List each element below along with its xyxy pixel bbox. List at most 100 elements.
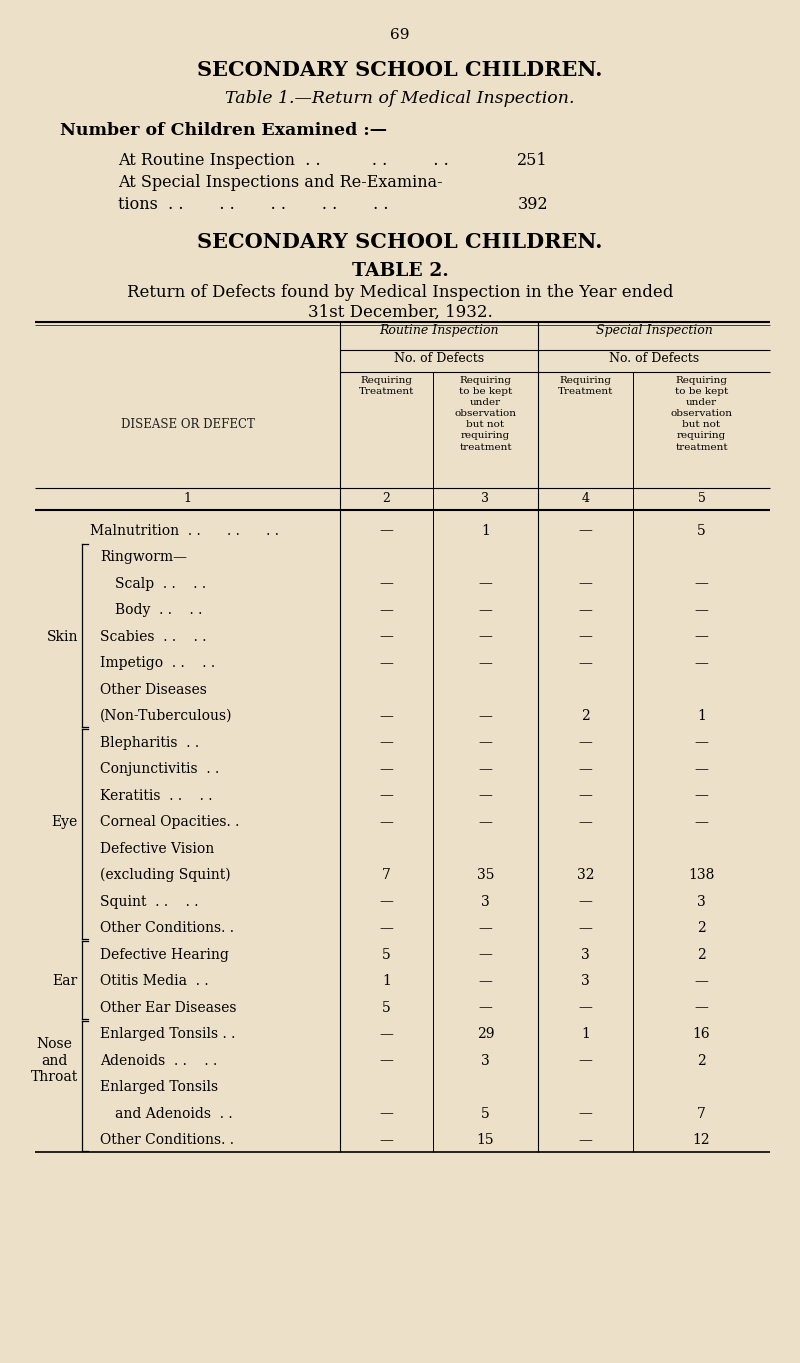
Text: —: — [578, 1133, 593, 1148]
Text: 392: 392 [518, 196, 548, 213]
Text: —: — [578, 630, 593, 643]
Text: 2: 2 [697, 921, 706, 935]
Text: tions  . .       . .       . .       . .       . .: tions . . . . . . . . . . [118, 196, 389, 213]
Text: —: — [578, 736, 593, 750]
Text: Return of Defects found by Medical Inspection in the Year ended: Return of Defects found by Medical Inspe… [127, 284, 673, 301]
Text: Malnutrition  . .      . .      . .: Malnutrition . . . . . . [90, 523, 279, 537]
Text: —: — [379, 894, 394, 909]
Text: 138: 138 [688, 868, 714, 882]
Text: 1: 1 [481, 523, 490, 537]
Text: Requiring
to be kept
under
observation
but not
requiring
treatment: Requiring to be kept under observation b… [670, 376, 733, 451]
Text: —: — [694, 602, 709, 617]
Text: Other Diseases: Other Diseases [100, 683, 207, 696]
Text: —: — [379, 577, 394, 590]
Text: Corneal Opacities. .: Corneal Opacities. . [100, 815, 239, 829]
Text: —: — [578, 762, 593, 776]
Text: —: — [694, 736, 709, 750]
Text: —: — [478, 736, 493, 750]
Text: —: — [478, 975, 493, 988]
Text: —: — [478, 815, 493, 829]
Text: 5: 5 [697, 523, 706, 537]
Text: —: — [478, 656, 493, 671]
Text: —: — [694, 789, 709, 803]
Text: Requiring
Treatment: Requiring Treatment [359, 376, 414, 397]
Text: (Non-Tuberculous): (Non-Tuberculous) [100, 709, 233, 724]
Text: —: — [694, 577, 709, 590]
Text: —: — [694, 1000, 709, 1014]
Text: 3: 3 [482, 492, 490, 506]
Text: Other Conditions. .: Other Conditions. . [100, 921, 234, 935]
Text: Scalp  . .    . .: Scalp . . . . [115, 577, 206, 590]
Text: —: — [379, 921, 394, 935]
Text: At Routine Inspection  . .          . .         . .: At Routine Inspection . . . . . . [118, 153, 449, 169]
Text: —: — [379, 762, 394, 776]
Text: Body  . .    . .: Body . . . . [115, 602, 202, 617]
Text: 29: 29 [477, 1028, 494, 1041]
Text: —: — [379, 815, 394, 829]
Text: —: — [578, 523, 593, 537]
Text: Ear: Ear [53, 975, 78, 988]
Text: Number of Children Examined :—: Number of Children Examined :— [60, 123, 387, 139]
Text: —: — [379, 630, 394, 643]
Text: 31st December, 1932.: 31st December, 1932. [308, 304, 492, 322]
Text: —: — [379, 1107, 394, 1120]
Text: 4: 4 [582, 492, 590, 506]
Text: —: — [578, 815, 593, 829]
Text: 2: 2 [697, 947, 706, 961]
Text: —: — [578, 1054, 593, 1067]
Text: —: — [379, 656, 394, 671]
Text: 251: 251 [518, 153, 548, 169]
Text: —: — [578, 602, 593, 617]
Text: 1: 1 [697, 709, 706, 724]
Text: Other Ear Diseases: Other Ear Diseases [100, 1000, 237, 1014]
Text: Table 1.—Return of Medical Inspection.: Table 1.—Return of Medical Inspection. [226, 90, 574, 108]
Text: —: — [578, 577, 593, 590]
Text: 12: 12 [693, 1133, 710, 1148]
Text: Defective Vision: Defective Vision [100, 841, 214, 856]
Text: Impetigo  . .    . .: Impetigo . . . . [100, 656, 215, 671]
Text: —: — [478, 789, 493, 803]
Text: 16: 16 [693, 1028, 710, 1041]
Text: —: — [379, 736, 394, 750]
Text: Enlarged Tonsils . .: Enlarged Tonsils . . [100, 1028, 235, 1041]
Text: 3: 3 [581, 975, 590, 988]
Text: —: — [379, 602, 394, 617]
Text: 5: 5 [481, 1107, 490, 1120]
Text: 69: 69 [390, 29, 410, 42]
Text: —: — [478, 762, 493, 776]
Text: —: — [478, 709, 493, 724]
Text: 2: 2 [382, 492, 390, 506]
Text: 3: 3 [697, 894, 706, 909]
Text: Other Conditions. .: Other Conditions. . [100, 1133, 234, 1148]
Text: Skin: Skin [46, 630, 78, 643]
Text: (excluding Squint): (excluding Squint) [100, 868, 230, 882]
Text: Eye: Eye [52, 815, 78, 829]
Text: —: — [694, 762, 709, 776]
Text: —: — [578, 656, 593, 671]
Text: Requiring
to be kept
under
observation
but not
requiring
treatment: Requiring to be kept under observation b… [454, 376, 517, 451]
Text: Ringworm—: Ringworm— [100, 551, 187, 564]
Text: —: — [694, 975, 709, 988]
Text: —: — [478, 577, 493, 590]
Text: —: — [578, 921, 593, 935]
Text: —: — [379, 1133, 394, 1148]
Text: —: — [578, 1107, 593, 1120]
Text: TABLE 2.: TABLE 2. [352, 262, 448, 279]
Text: —: — [478, 602, 493, 617]
Text: —: — [379, 1028, 394, 1041]
Text: 15: 15 [477, 1133, 494, 1148]
Text: 3: 3 [481, 894, 490, 909]
Text: Routine Inspection: Routine Inspection [379, 324, 498, 337]
Text: 3: 3 [581, 947, 590, 961]
Text: and Adenoids  . .: and Adenoids . . [115, 1107, 233, 1120]
Text: Requiring
Treatment: Requiring Treatment [558, 376, 613, 397]
Text: —: — [694, 630, 709, 643]
Text: 1: 1 [183, 492, 191, 506]
Text: SECONDARY SCHOOL CHILDREN.: SECONDARY SCHOOL CHILDREN. [198, 60, 602, 80]
Text: —: — [694, 656, 709, 671]
Text: 7: 7 [382, 868, 391, 882]
Text: —: — [379, 789, 394, 803]
Text: Adenoids  . .    . .: Adenoids . . . . [100, 1054, 218, 1067]
Text: No. of Defects: No. of Defects [394, 352, 484, 365]
Text: —: — [379, 1054, 394, 1067]
